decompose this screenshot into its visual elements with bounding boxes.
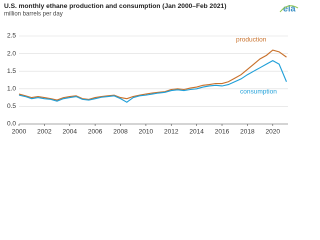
y-tick-label: 0.5: [7, 103, 16, 110]
x-tick-label: 2006: [88, 129, 103, 136]
chart-title: U.S. monthly ethane production and consu…: [4, 3, 226, 10]
x-tick-label: 2018: [240, 129, 255, 136]
logo-swoosh: [279, 5, 299, 13]
y-tick-label: 2.5: [7, 33, 16, 40]
x-tick-label: 2010: [139, 129, 154, 136]
x-tick-label: 2014: [189, 129, 204, 136]
x-tick-label: 2012: [164, 129, 179, 136]
x-tick-label: 2008: [113, 129, 128, 136]
x-tick-label: 2016: [215, 129, 230, 136]
y-tick-label: 1.5: [7, 68, 16, 75]
series-line: [18, 49, 287, 101]
y-tick-label: 1.0: [7, 86, 16, 93]
series-line: [18, 60, 287, 103]
logo: eia: [279, 3, 299, 13]
x-tick-label: 2000: [12, 129, 27, 136]
chart: U.S. monthly ethane production and consu…: [4, 3, 299, 136]
x-tick-label: 2020: [266, 129, 281, 136]
logo-text: eia: [283, 3, 297, 13]
chart-subtitle: million barrels per day: [4, 12, 63, 18]
series-label: consumption: [240, 89, 277, 96]
x-tick-label: 2002: [37, 129, 52, 136]
x-tick-label: 2004: [63, 129, 78, 136]
y-tick-label: 2.0: [7, 50, 16, 57]
y-tick-label: 0.0: [7, 121, 16, 128]
series-label: production: [236, 37, 267, 44]
